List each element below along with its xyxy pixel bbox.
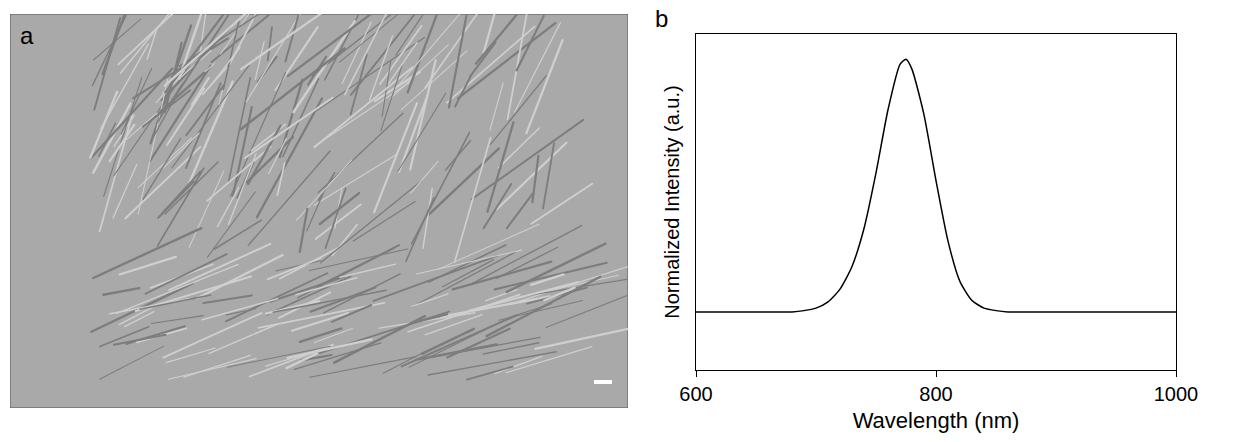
svg-text:800: 800: [919, 383, 952, 405]
svg-text:a: a: [20, 22, 34, 49]
svg-text:1000: 1000: [1154, 383, 1199, 405]
svg-text:Normalized Intensity (a.u.): Normalized Intensity (a.u.): [661, 85, 683, 318]
svg-text:b: b: [655, 5, 668, 32]
svg-text:Wavelength (nm): Wavelength (nm): [853, 408, 1020, 433]
svg-text:600: 600: [679, 383, 712, 405]
